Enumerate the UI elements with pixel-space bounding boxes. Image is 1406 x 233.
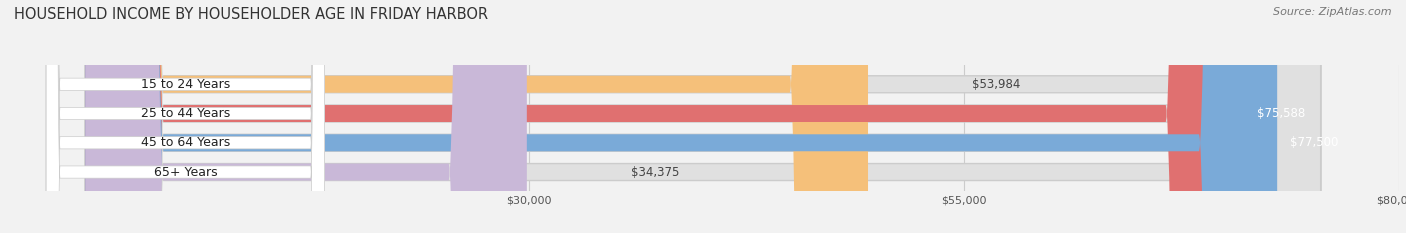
FancyBboxPatch shape xyxy=(86,0,527,233)
FancyBboxPatch shape xyxy=(46,0,325,233)
Text: 45 to 64 Years: 45 to 64 Years xyxy=(141,136,231,149)
Text: Source: ZipAtlas.com: Source: ZipAtlas.com xyxy=(1274,7,1392,17)
FancyBboxPatch shape xyxy=(46,0,325,233)
FancyBboxPatch shape xyxy=(86,0,868,233)
FancyBboxPatch shape xyxy=(46,0,325,233)
FancyBboxPatch shape xyxy=(86,0,1244,233)
Text: $53,984: $53,984 xyxy=(973,78,1021,91)
Text: 25 to 44 Years: 25 to 44 Years xyxy=(141,107,231,120)
Text: 15 to 24 Years: 15 to 24 Years xyxy=(141,78,231,91)
Text: $77,500: $77,500 xyxy=(1289,136,1339,149)
FancyBboxPatch shape xyxy=(86,0,1320,233)
FancyBboxPatch shape xyxy=(86,0,1320,233)
FancyBboxPatch shape xyxy=(86,0,1277,233)
FancyBboxPatch shape xyxy=(46,0,325,233)
Text: $75,588: $75,588 xyxy=(1257,107,1305,120)
Text: $34,375: $34,375 xyxy=(631,165,679,178)
FancyBboxPatch shape xyxy=(86,0,1320,233)
Text: HOUSEHOLD INCOME BY HOUSEHOLDER AGE IN FRIDAY HARBOR: HOUSEHOLD INCOME BY HOUSEHOLDER AGE IN F… xyxy=(14,7,488,22)
Text: 65+ Years: 65+ Years xyxy=(153,165,217,178)
FancyBboxPatch shape xyxy=(86,0,1320,233)
